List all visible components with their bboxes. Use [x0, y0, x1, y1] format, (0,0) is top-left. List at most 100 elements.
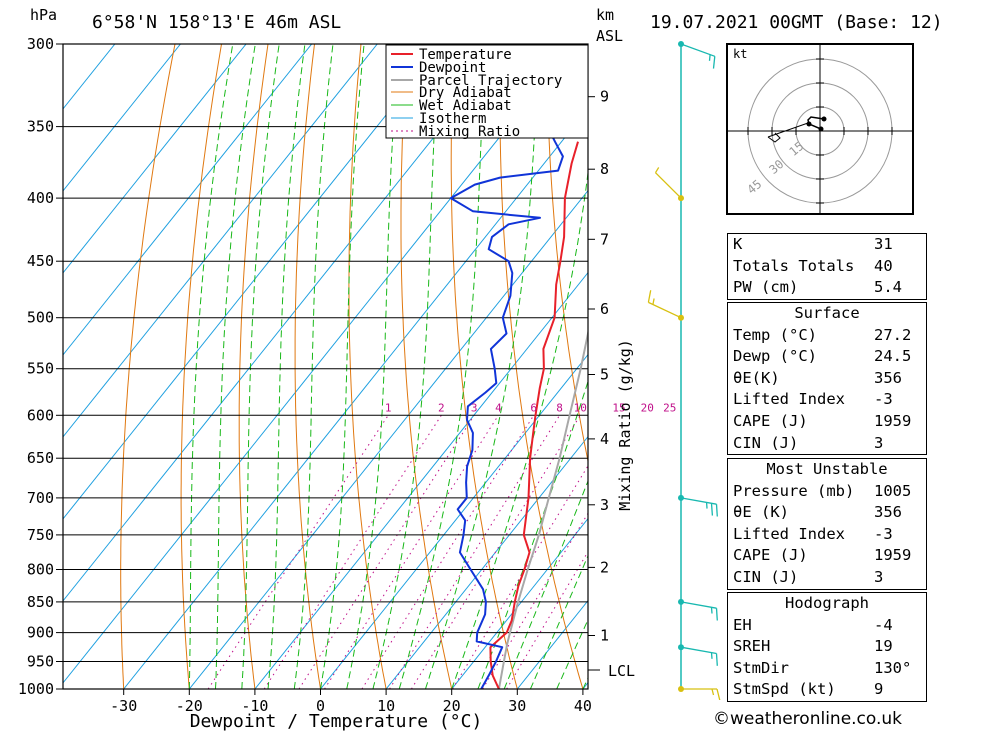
dry-adiabat-line: [400, 44, 453, 689]
legend: Temperature Dewpoint Parcel Trajectory D…: [385, 44, 589, 140]
wet-adiabat-line: [529, 554, 588, 689]
unstable-row-cape: CAPE (J) 1959: [733, 546, 912, 565]
wet-adiabat-line: [320, 44, 365, 689]
wet-adiabat-line: [503, 479, 588, 689]
km-label: km: [596, 6, 614, 24]
indices-hodograph-table: Hodograph EH -4 SREH 19 StmDir 130° StmSpd …: [727, 592, 927, 702]
indices-unstable-table: Most Unstable Pressure (mb) 1005 θE (K) 35…: [727, 458, 927, 590]
dry-adiabat-line: [919, 44, 1000, 689]
legend-dewpoint: Dewpoint: [419, 60, 486, 76]
temp-tick-label: 40: [574, 697, 592, 715]
mixing-ratio-label: 10: [574, 401, 587, 414]
wind-barb: [654, 167, 682, 199]
wet-adiabat-line: [398, 44, 486, 689]
unstable-row-pressure: Pressure (mb) 1005: [733, 481, 912, 500]
dry-adiabat-line: [348, 44, 387, 689]
wet-adiabat-line: [241, 44, 280, 689]
hodograph-title: Hodograph: [785, 594, 869, 612]
hodograph-trace: [807, 116, 825, 130]
pressure-tick-label: 900: [27, 624, 54, 642]
km-tick-label: 3: [600, 496, 609, 514]
legend-isotherm: Isotherm: [419, 111, 486, 127]
isotherm-line: [123, 107, 588, 689]
index-row-totals: Totals Totals 40: [733, 256, 893, 275]
wind-level-dot: [678, 41, 684, 47]
km-tick-label: 7: [600, 230, 609, 248]
wind-barb: [680, 43, 716, 69]
indices-general-table: K 31 Totals Totals 40 PW (cm) 5.4: [727, 233, 927, 300]
hodo-row-eh: EH -4: [733, 615, 893, 634]
mixing-ratio-label: 6: [530, 401, 537, 414]
isotherm-line: [254, 271, 588, 689]
hodograph-point-top: [821, 116, 827, 122]
ring-label-45: 45: [744, 177, 764, 197]
mixing-ratio-label: 20: [641, 401, 654, 414]
parcel-trajectory-line: [497, 328, 588, 689]
surface-row-cin: CIN (J) 3: [733, 433, 884, 452]
pressure-tick-label: 400: [27, 189, 54, 207]
mixing-ratio-line: [207, 415, 389, 689]
wet-adiabat-line: [346, 44, 400, 689]
km-tick-label: 2: [600, 558, 609, 576]
wind-barb: [680, 601, 718, 621]
isotherm-line: [385, 435, 588, 689]
unstable-row-lifted: Lifted Index -3: [733, 524, 893, 543]
pressure-tick-label: 950: [27, 653, 54, 671]
mixing-ratio-label: 1: [385, 401, 392, 414]
legend-mixing-ratio: Mixing Ratio: [419, 124, 520, 140]
legend-wet-adiabat: Wet Adiabat: [419, 98, 512, 114]
km-tick-label: 5: [600, 366, 609, 384]
wet-adiabat-line: [215, 44, 256, 689]
mixing-ratio-labels: 1 2 3 4 6 8 10 15 20 25: [385, 401, 677, 414]
isotherm-line: [63, 44, 575, 684]
hodograph-point-surface: [818, 126, 824, 132]
km-tick-label: 6: [600, 300, 609, 318]
ring-label-15: 15: [786, 139, 806, 159]
hpa-label: hPa: [30, 6, 57, 24]
pressure-tick-label: 800: [27, 561, 54, 579]
mixing-ratio-line: [263, 415, 442, 689]
temp-tick-label: -10: [241, 697, 268, 715]
isotherm-line: [63, 44, 444, 520]
mixing-ratio-line: [410, 415, 581, 689]
index-row-k: K 31: [733, 235, 893, 253]
mixing-ratio-label: 15: [612, 401, 625, 414]
temp-tick-label: -30: [110, 697, 137, 715]
hodo-row-stmspd: StmSpd (kt) 9: [733, 680, 884, 699]
isotherm-line: [63, 44, 181, 192]
hodograph-storm-arrow: [767, 122, 809, 143]
dry-adiabat-line: [965, 44, 1000, 689]
surface-row-dewp: Dewp (°C) 24.5: [733, 347, 912, 366]
wind-barb: [647, 290, 682, 319]
pressure-tick-label: 550: [27, 360, 54, 378]
legend-dry-adiabat: Dry Adiabat: [419, 85, 512, 101]
surface-row-temp: Temp (°C) 27.2: [733, 325, 912, 344]
pressure-tick-label: 850: [27, 593, 54, 611]
isotherm-line: [63, 44, 247, 274]
isotherm-line: [451, 517, 588, 689]
pressure-tick-label: 1000: [18, 680, 54, 698]
asl-label: ASL: [596, 27, 623, 45]
isotherm-line: [188, 189, 588, 689]
legend-parcel: Parcel Trajectory: [419, 73, 562, 89]
temp-tick-label: 30: [508, 697, 526, 715]
mixing-ratio-line: [324, 415, 499, 689]
plot-frame: [62, 43, 589, 690]
ring-label-30: 30: [766, 157, 786, 177]
pressure-tick-label: 300: [27, 35, 54, 53]
surface-row-cape: CAPE (J) 1959: [733, 411, 912, 430]
hodograph-unit: kt: [733, 47, 747, 61]
hodograph: kt 15 30 45: [726, 43, 914, 215]
legend-temperature: Temperature: [419, 47, 512, 63]
isotherm-line: [320, 353, 588, 689]
km-tick-label: 9: [600, 88, 609, 106]
isotherm-line: [63, 44, 116, 110]
mixing-ratio-label: 2: [438, 401, 445, 414]
pressure-tick-label: 500: [27, 309, 54, 327]
unstable-title: Most Unstable: [766, 460, 888, 478]
credit: ©weatheronline.co.uk: [713, 709, 903, 729]
pressure-tick-label: 700: [27, 489, 54, 507]
pressure-tick-label: 600: [27, 406, 54, 424]
datetime: 19.07.2021 00GMT (Base: 12): [650, 12, 943, 33]
hodograph-ticks: [747, 58, 893, 204]
